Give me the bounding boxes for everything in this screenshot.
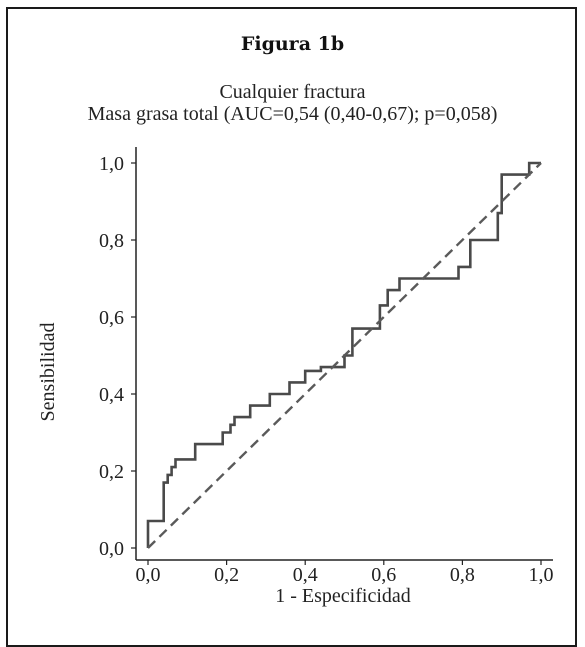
x-axis-label: 1 - Especificidad [275, 585, 411, 607]
y-tick-label: 0,2 [99, 461, 124, 483]
x-tick-label: 0,8 [450, 564, 475, 586]
x-tick-label: 1,0 [529, 564, 554, 586]
y-tick-label: 0,6 [99, 307, 124, 329]
y-tick-label: 0,0 [99, 538, 124, 560]
x-tick-label: 0,4 [293, 564, 318, 586]
series-layer [146, 161, 542, 549]
chart-subtitle: Masa grasa total (AUC=0,54 (0,40-0,67); … [87, 103, 498, 125]
figure-frame [6, 7, 577, 647]
figure-label: Figura 1b [240, 33, 345, 55]
y-tick-label: 0,4 [99, 384, 124, 406]
y-tick-label: 1,0 [99, 153, 124, 175]
reference-diagonal-line [147, 162, 542, 549]
roc-chart: 0,0 0,2 0,4 0,6 0,8 1,0 0,0 0,2 0,4 0,6 0,8 1,0 1 -… [37, 147, 554, 607]
x-tick-label: 0,0 [136, 564, 161, 586]
chart-title: Cualquier fractura [219, 81, 366, 103]
y-tick-label: 0,8 [99, 230, 124, 252]
roc-curve-line [146, 161, 541, 548]
x-tick-label: 0,2 [214, 564, 239, 586]
x-tick-label: 0,6 [371, 564, 396, 586]
y-axis-label: Sensibilidad [37, 323, 59, 422]
axes [135, 147, 553, 561]
tick-labels: 0,0 0,2 0,4 0,6 0,8 1,0 0,0 0,2 0,4 0,6 0,8 1,0 [99, 153, 554, 586]
